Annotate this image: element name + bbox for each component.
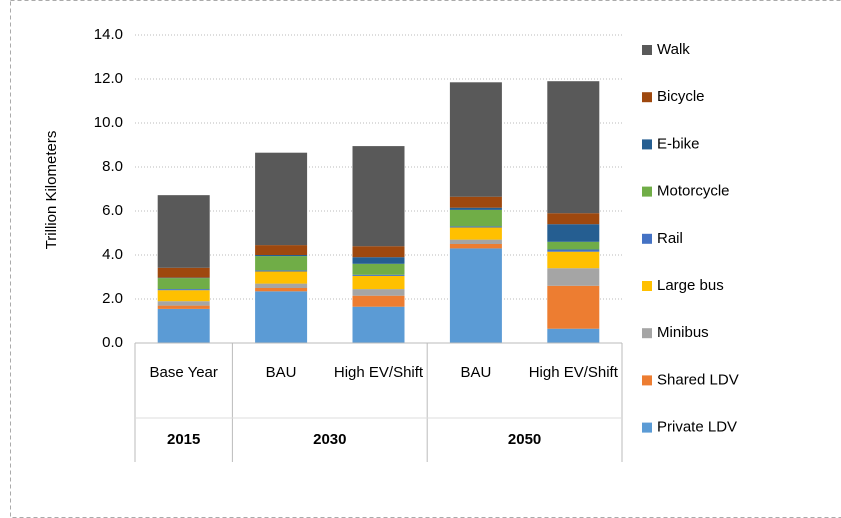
- legend-label: E-bike: [657, 135, 700, 152]
- bar-segment: [157, 290, 210, 302]
- bar-segment: [157, 289, 210, 291]
- bar-segment: [352, 275, 405, 290]
- bar-segment: [255, 256, 308, 271]
- bar-segment: [157, 308, 210, 343]
- bar-segment: [449, 227, 502, 240]
- bar-segment: [449, 207, 502, 210]
- x-tick-label: Base Year: [149, 364, 218, 381]
- bar-segment: [449, 239, 502, 244]
- bar-segment: [255, 255, 308, 257]
- legend-swatch: [642, 233, 652, 244]
- bar-segment: [547, 328, 600, 343]
- group-label: 2015: [167, 431, 201, 448]
- bar-segment: [255, 271, 308, 284]
- legend-swatch: [642, 328, 652, 339]
- legend-label: Private LDV: [657, 419, 737, 436]
- legend-label: Shared LDV: [657, 371, 739, 388]
- x-tick-label: High EV/Shift: [333, 364, 424, 381]
- bar-segment: [449, 248, 502, 343]
- legend-swatch: [642, 45, 652, 55]
- y-tick-label: 0.0: [102, 334, 123, 351]
- legend-swatch: [642, 375, 652, 386]
- bar-segment: [352, 295, 405, 307]
- bar-segment: [547, 249, 600, 252]
- legend-label: Motorcycle: [657, 183, 730, 200]
- legend-swatch: [642, 92, 652, 103]
- bar-segment: [352, 146, 405, 247]
- y-axis-label: Trillion Kilometers: [43, 131, 60, 250]
- bar-segment: [547, 241, 600, 250]
- bar-segment: [547, 268, 600, 286]
- legend-label: Walk: [657, 41, 690, 58]
- bar-segment: [449, 82, 502, 197]
- x-tick-label: BAU: [460, 364, 492, 381]
- bar-segment: [352, 306, 405, 343]
- x-tick-label: BAU: [265, 364, 297, 381]
- bar-segment: [255, 291, 308, 343]
- bar-segment: [449, 209, 502, 227]
- y-tick-label: 10.0: [94, 114, 123, 131]
- bar-segment: [255, 245, 308, 255]
- bar-segment: [157, 278, 210, 290]
- bar-segment: [547, 285, 600, 329]
- legend-label: Minibus: [657, 324, 709, 341]
- bar-segment: [157, 195, 210, 268]
- bar-segment: [157, 305, 210, 309]
- legend-swatch: [642, 281, 652, 291]
- y-tick-label: 4.0: [102, 246, 123, 263]
- frame-border: [10, 0, 841, 518]
- bar-segment: [255, 288, 308, 292]
- bar-segment: [352, 289, 405, 296]
- bar-segment: [449, 226, 502, 228]
- bar-segment: [255, 270, 308, 272]
- bar-segment: [547, 224, 600, 242]
- y-tick-label: 8.0: [102, 158, 123, 175]
- legend-label: Rail: [657, 230, 683, 247]
- group-label: 2030: [313, 431, 347, 448]
- y-tick-label: 2.0: [102, 290, 123, 307]
- x-tick-label: High EV/Shift: [528, 364, 618, 381]
- legend-swatch: [642, 186, 652, 197]
- bar-segment: [449, 196, 502, 208]
- legend-label: Bicycle: [657, 88, 705, 105]
- bar-segment: [547, 213, 600, 225]
- y-tick-label: 14.0: [94, 26, 123, 43]
- legend-swatch: [642, 139, 652, 150]
- group-label: 2050: [507, 431, 542, 448]
- bar-segment: [255, 283, 308, 288]
- bar-segment: [547, 81, 600, 214]
- y-tick-label: 12.0: [94, 70, 123, 87]
- bar-segment: [352, 246, 405, 258]
- bar-segment: [352, 257, 405, 264]
- bar-segment: [449, 244, 502, 249]
- legend-label: Large bus: [657, 277, 724, 294]
- bar-segment: [255, 152, 308, 246]
- legend-swatch: [642, 422, 652, 433]
- bar-segment: [157, 267, 210, 278]
- bar-segment: [547, 251, 600, 269]
- bar-segment: [352, 274, 405, 276]
- bar-segment: [352, 263, 405, 275]
- y-tick-label: 6.0: [102, 202, 123, 219]
- bar-segment: [157, 301, 210, 306]
